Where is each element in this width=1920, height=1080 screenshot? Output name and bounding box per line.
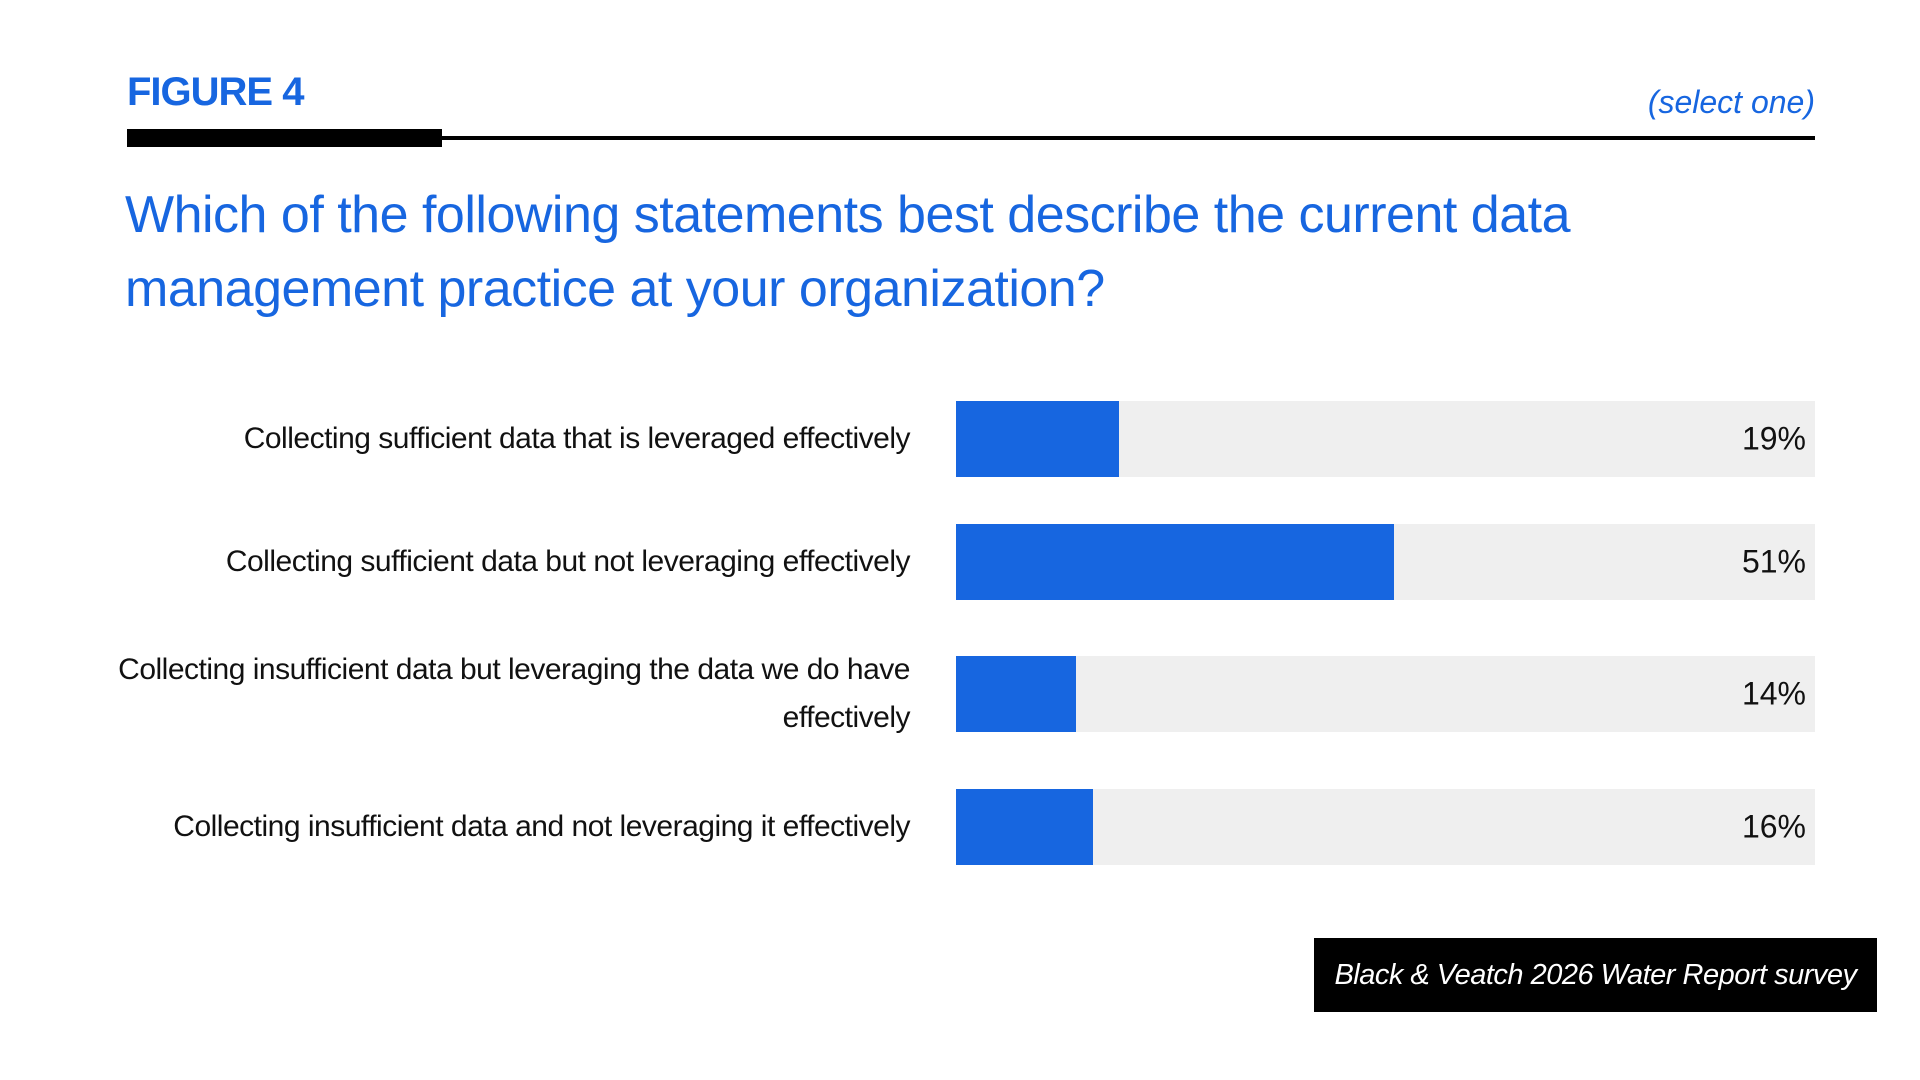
figure-label: FIGURE 4 xyxy=(127,70,304,114)
rule xyxy=(127,136,1815,140)
category-label: Collecting sufficient data that is lever… xyxy=(243,422,911,455)
bar xyxy=(956,789,1094,865)
rule-accent xyxy=(127,129,442,147)
bar xyxy=(956,524,1395,600)
value-label: 14% xyxy=(1741,675,1806,712)
value-label: 19% xyxy=(1741,420,1806,457)
bar xyxy=(956,401,1120,477)
category-label: Collecting insufficient data but leverag… xyxy=(118,653,910,734)
chart-title: Which of the following statements best d… xyxy=(125,186,1571,318)
bar xyxy=(956,656,1077,732)
category-label: Collecting insufficient data and not lev… xyxy=(173,810,910,843)
value-label: 51% xyxy=(1741,543,1806,580)
bar-track xyxy=(956,789,1815,865)
source: Black & Veatch 2026 Water Report survey xyxy=(1314,938,1877,1012)
note: (select one) xyxy=(1647,84,1815,120)
bar-track xyxy=(956,656,1815,732)
category-label: Collecting sufficient data but not lever… xyxy=(225,545,911,578)
value-label: 16% xyxy=(1741,808,1806,845)
